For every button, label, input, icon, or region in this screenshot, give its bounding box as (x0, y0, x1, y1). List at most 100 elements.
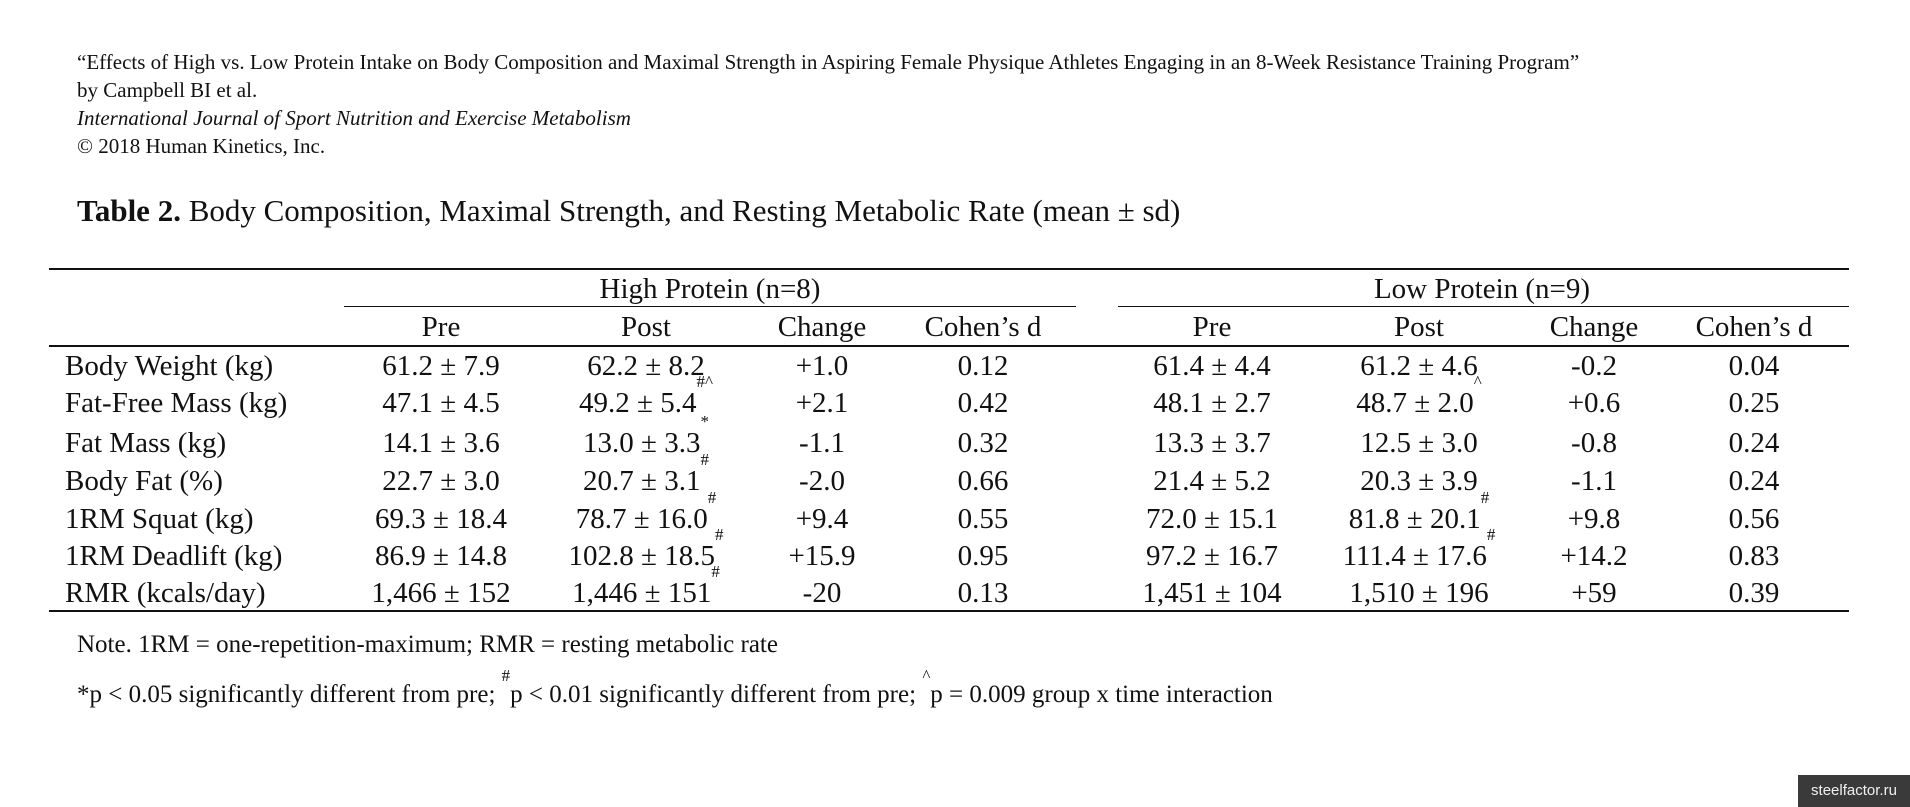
cell-value: +9.8 (1567, 503, 1621, 535)
table-cell: 0.25 (1729, 386, 1780, 420)
table-cell: +1.0 (796, 349, 849, 383)
cell-value: -1.1 (799, 427, 845, 459)
table-cell: +0.6 (1568, 386, 1621, 420)
cell-value: -20 (802, 577, 842, 609)
table-cell: 13.3 ± 3.7 (1153, 426, 1270, 460)
table-cell: 14.1 ± 3.6 (382, 426, 499, 460)
cell-value: 61.2 ± 7.9 (382, 350, 500, 382)
table-cell: 0.83 (1729, 539, 1780, 573)
cell-value: 14.1 ± 3.6 (382, 427, 500, 459)
cell-value: 72.0 ± 15.1 (1146, 503, 1278, 535)
table-cell: 1,510 ± 196 (1349, 576, 1488, 610)
significance-mark: ^ (1473, 372, 1482, 391)
copyright: © 2018 Human Kinetics, Inc. (77, 134, 326, 158)
cell-value: 0.83 (1728, 540, 1780, 572)
column-header: Post (621, 311, 671, 343)
cell-value: 1,510 ± 196 (1349, 577, 1489, 609)
cell-value: 0.42 (957, 387, 1009, 419)
significance-mark: # (1480, 488, 1490, 507)
table-cell: 0.32 (958, 426, 1009, 460)
table-cell: 1,466 ± 152 (371, 576, 510, 610)
cell-value: 0.13 (957, 577, 1009, 609)
table-cell: +59 (1571, 576, 1616, 610)
cell-value: +14.2 (1560, 540, 1628, 572)
significance-mark: # (711, 562, 720, 581)
row-label: Body Fat (%) (65, 465, 223, 497)
table-cell: 78.7 ± 16.0# (576, 489, 716, 536)
cell-value: 0.12 (957, 350, 1009, 382)
cell-value: 111.4 ± 17.6 (1342, 540, 1487, 572)
table-cell: -20 (803, 576, 842, 610)
group-header-high: High Protein (n=8) (599, 273, 821, 305)
significance-note: *p < 0.05 significantly different from p… (77, 667, 1273, 710)
column-header: Pre (421, 311, 461, 343)
sig-note-2: p < 0.01 significantly different from pr… (510, 681, 923, 708)
cell-value: 81.8 ± 20.1 (1348, 503, 1481, 535)
cell-value: +0.6 (1567, 387, 1621, 419)
significance-mark: # (700, 450, 709, 469)
table-cell: 0.12 (958, 349, 1009, 383)
cell-value: 62.2 ± 8.2 (587, 350, 705, 382)
table-cell: 0.55 (958, 502, 1009, 536)
cell-value: +15.9 (788, 540, 856, 572)
cell-value: 0.66 (957, 465, 1009, 497)
column-header: Cohen’s d (1695, 311, 1813, 343)
table-cell: 0.42 (958, 386, 1009, 420)
table-cell: 0.66 (958, 464, 1009, 498)
cell-value: 1,466 ± 152 (371, 577, 511, 609)
table-cell: 102.8 ± 18.5# (569, 526, 724, 573)
cell-value: -2.0 (799, 465, 845, 497)
table-cell: -1.1 (799, 426, 845, 460)
table-caption: Table 2. Body Composition, Maximal Stren… (77, 193, 1180, 229)
cell-value: 0.55 (957, 503, 1009, 535)
table-cell: -0.2 (1571, 349, 1617, 383)
table-cell: 0.04 (1729, 349, 1780, 383)
table-cell: 1,451 ± 104 (1142, 576, 1281, 610)
citation-block: “Effects of High vs. Low Protein Intake … (77, 48, 1579, 160)
cell-value: +2.1 (795, 387, 849, 419)
table-bottom-rule (49, 610, 1849, 612)
cell-value: 0.25 (1728, 387, 1780, 419)
cell-value: 22.7 ± 3.0 (382, 465, 500, 497)
column-header: Cohen’s d (924, 311, 1042, 343)
cell-value: +9.4 (795, 503, 849, 535)
cell-value: 47.1 ± 4.5 (382, 387, 500, 419)
cell-value: -0.8 (1571, 427, 1617, 459)
cell-value: 1,451 ± 104 (1142, 577, 1282, 609)
row-label: 1RM Deadlift (kg) (65, 540, 283, 572)
row-label: RMR (kcals/day) (65, 577, 266, 609)
table-cell: 12.5 ± 3.0 (1360, 426, 1477, 460)
table-cell: 97.2 ± 16.7 (1146, 539, 1278, 573)
table-cell: 0.24 (1729, 426, 1780, 460)
sig-mark-2: # (501, 666, 511, 685)
table-caption-text: Body Composition, Maximal Strength, and … (180, 193, 1181, 228)
table-cell: 111.4 ± 17.6# (1342, 526, 1496, 573)
cell-value: 61.4 ± 4.4 (1153, 350, 1271, 382)
article-title: “Effects of High vs. Low Protein Intake … (77, 50, 1580, 74)
table-cell: 21.4 ± 5.2 (1153, 464, 1270, 498)
group-header-low: Low Protein (n=9) (1373, 273, 1591, 305)
cell-value: 21.4 ± 5.2 (1153, 465, 1271, 497)
cell-value: +1.0 (795, 350, 849, 382)
table-cell: 81.8 ± 20.1# (1348, 489, 1489, 536)
table-cell: 22.7 ± 3.0 (382, 464, 499, 498)
cell-value: 20.7 ± 3.1 (583, 465, 701, 497)
row-label: 1RM Squat (kg) (65, 503, 254, 535)
table-cell: 0.24 (1729, 464, 1780, 498)
watermark: steelfactor.ru (1798, 775, 1910, 807)
cell-value: 1,446 ± 151 (572, 577, 712, 609)
sig-note-1: *p < 0.05 significantly different from p… (77, 681, 502, 708)
cell-value: 13.3 ± 3.7 (1153, 427, 1271, 459)
significance-mark: # (714, 525, 724, 544)
journal-name: International Journal of Sport Nutrition… (77, 106, 631, 130)
header-rule (49, 345, 1849, 347)
table-cell: +15.9 (788, 539, 855, 573)
sig-note-3: p = 0.009 group x time interaction (930, 681, 1273, 708)
table-cell: 62.2 ± 8.2 (587, 349, 704, 383)
table-cell: 49.2 ± 5.4#^ (579, 373, 713, 420)
row-label: Body Weight (kg) (65, 350, 274, 382)
cell-value: 13.0 ± 3.3 (583, 427, 701, 459)
cell-value: 0.39 (1728, 577, 1780, 609)
table-cell: 86.9 ± 14.8 (375, 539, 507, 573)
